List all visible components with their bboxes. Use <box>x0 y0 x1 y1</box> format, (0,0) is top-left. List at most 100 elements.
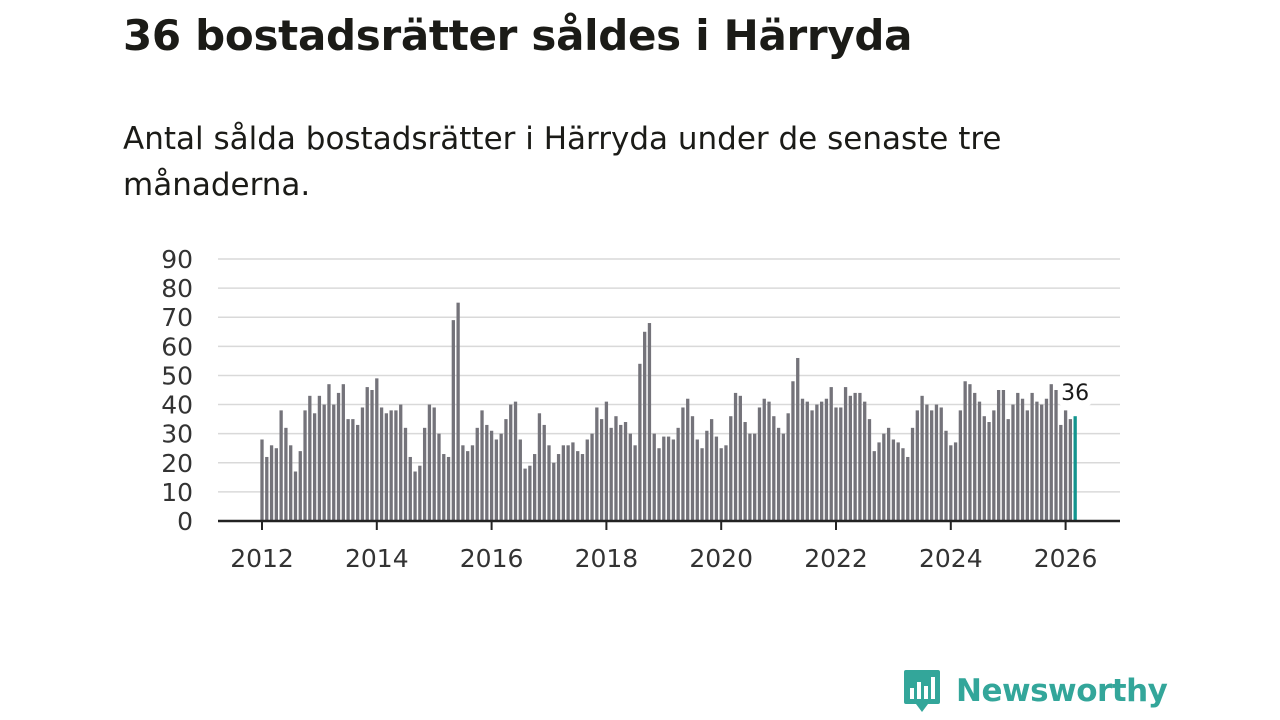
x-tick-label-2026: 2026 <box>1034 544 1098 573</box>
bar-2015-08 <box>466 451 470 521</box>
y-tick-label-60: 60 <box>161 332 193 361</box>
bar-2022-11 <box>882 433 886 521</box>
bar-2014-01 <box>375 378 379 521</box>
bar-2017-06 <box>571 442 575 521</box>
bar-2021-06 <box>800 398 805 521</box>
bar-2015-03 <box>442 454 446 521</box>
bar-2013-04 <box>332 404 336 521</box>
bar-2023-05 <box>910 427 915 521</box>
bar-2025-07 <box>1035 401 1039 521</box>
x-tick-label-2014: 2014 <box>345 544 409 573</box>
bar-2025-02 <box>1011 404 1015 521</box>
newsworthy-logo[interactable]: Newsworthy <box>902 668 1168 714</box>
bar-2026-02 <box>1068 419 1073 521</box>
bar-2021-04 <box>791 381 795 521</box>
x-tick-label-2022: 2022 <box>804 544 868 573</box>
bar-2014-10 <box>418 465 422 521</box>
bar-2017-01 <box>547 445 551 521</box>
bar-2016-02 <box>494 439 499 521</box>
bar-2020-01 <box>719 448 723 521</box>
bar-2018-10 <box>647 323 652 521</box>
bar-2024-08 <box>982 416 986 521</box>
bar-2016-01 <box>489 430 494 521</box>
bar-2021-02 <box>781 433 786 521</box>
bar-2014-03 <box>384 413 389 521</box>
bar-2020-06 <box>743 422 747 521</box>
bar-2014-08 <box>408 456 412 521</box>
bar-2022-03 <box>843 387 848 521</box>
bar-2024-11 <box>996 390 1001 521</box>
bar-2022-10 <box>877 442 881 521</box>
bar-2021-08 <box>810 410 814 521</box>
bar-2012-05 <box>279 410 283 521</box>
bar-2015-05 <box>451 320 455 521</box>
bar-2020-04 <box>733 392 738 521</box>
bar-2013-05 <box>336 392 341 521</box>
bar-2021-03 <box>786 413 790 521</box>
bar-2024-10 <box>992 410 996 521</box>
bar-2024-03 <box>958 410 963 521</box>
bar-2020-09 <box>757 407 762 521</box>
bar-2012-02 <box>265 456 269 521</box>
bar-2025-12 <box>1059 424 1063 521</box>
bar-2020-12 <box>772 416 776 521</box>
bar-2013-08 <box>351 419 355 521</box>
bar-2017-04 <box>561 445 565 521</box>
bar-2017-08 <box>580 454 585 521</box>
bar-2021-12 <box>829 387 833 521</box>
bars <box>260 302 1077 521</box>
bar-2019-06 <box>686 398 690 521</box>
x-tick-label-2020: 2020 <box>689 544 753 573</box>
bar-2026-03 <box>1073 416 1077 521</box>
bar-2025-01 <box>1006 419 1010 521</box>
bar-2016-03 <box>499 433 503 521</box>
bar-2020-08 <box>753 433 757 521</box>
bar-2015-12 <box>485 424 489 521</box>
bar-2025-05 <box>1025 410 1029 521</box>
highlight-label-background <box>1058 379 1093 407</box>
bar-2024-04 <box>963 381 967 521</box>
y-tick-label-20: 20 <box>161 449 193 478</box>
bar-2015-09 <box>470 445 475 521</box>
y-tick-label-10: 10 <box>161 478 193 507</box>
bar-2022-05 <box>853 392 857 521</box>
bar-2015-02 <box>437 433 441 521</box>
x-tick-label-2024: 2024 <box>919 544 983 573</box>
bar-2016-11 <box>537 413 542 521</box>
bar-2022-08 <box>867 419 872 521</box>
newsworthy-bar-chart-icon <box>904 670 940 712</box>
bar-2012-09 <box>298 451 302 521</box>
bar-2019-04 <box>676 427 680 521</box>
bar-2018-01 <box>604 401 609 521</box>
bar-2014-04 <box>389 410 393 521</box>
bar-2022-01 <box>834 407 838 521</box>
bar-2023-12 <box>944 430 948 521</box>
bar-2015-01 <box>432 407 436 521</box>
bar-2012-01 <box>260 439 264 521</box>
bar-2023-09 <box>930 410 934 521</box>
bar-2023-10 <box>934 404 939 521</box>
bar-2021-11 <box>824 398 829 521</box>
y-tick-label-50: 50 <box>161 361 193 390</box>
x-tick-label-2016: 2016 <box>460 544 524 573</box>
bar-2021-10 <box>820 401 824 521</box>
y-tick-label-80: 80 <box>161 274 193 303</box>
bar-2016-08 <box>523 468 527 521</box>
bar-2025-04 <box>1020 398 1025 521</box>
bar-2014-05 <box>394 410 398 521</box>
bar-2023-11 <box>939 407 943 521</box>
bar-2016-05 <box>509 404 513 521</box>
bar-2017-02 <box>552 462 556 521</box>
bar-2015-04 <box>446 456 451 521</box>
bar-2016-12 <box>542 424 546 521</box>
bar-2018-05 <box>623 422 628 521</box>
bar-2014-02 <box>379 407 384 521</box>
bar-2020-10 <box>762 398 766 521</box>
bar-2022-06 <box>858 392 862 521</box>
bar-2019-01 <box>662 436 666 521</box>
bar-2023-03 <box>901 448 905 521</box>
bar-2017-07 <box>576 451 580 521</box>
bar-2018-09 <box>643 331 647 521</box>
